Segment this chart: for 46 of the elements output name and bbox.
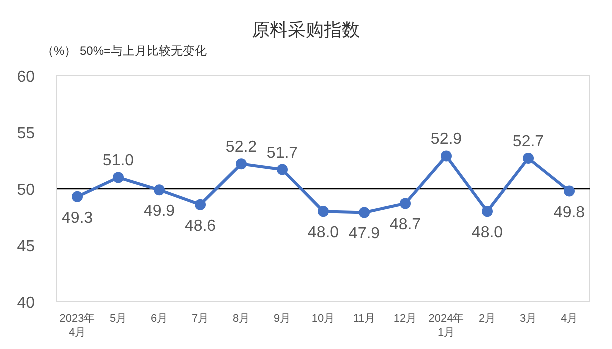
- y-tick-label: 60: [17, 69, 36, 86]
- point: [195, 199, 206, 210]
- point: [564, 186, 575, 197]
- point: [400, 198, 411, 210]
- x-tick-label: 3月: [520, 313, 538, 325]
- point: [72, 191, 83, 202]
- x-tick-label: 10月: [312, 313, 336, 325]
- y-tick-label: 55: [17, 126, 36, 142]
- data-label: 52.9: [430, 131, 462, 148]
- point: [482, 206, 493, 218]
- x-tick-label: 5月: [110, 313, 128, 325]
- y-tick-label: 40: [17, 295, 36, 312]
- data-label: 48.7: [390, 216, 422, 234]
- x-tick-label: 2月: [478, 313, 496, 325]
- data-label: 52.2: [226, 139, 258, 156]
- x-tick-label: 12月: [394, 313, 418, 325]
- x-tick-label: 11月: [353, 313, 376, 325]
- data-label: 48.0: [308, 224, 340, 242]
- data-label: 49.8: [554, 204, 586, 222]
- data-label: 51.7: [266, 144, 298, 162]
- data-label: 52.7: [512, 133, 544, 150]
- point: [523, 152, 534, 164]
- x-tick-label: 7月: [192, 313, 210, 325]
- data-label: 48.6: [184, 218, 216, 235]
- text: （%） 50%=与上月比较无变化: [42, 44, 208, 58]
- data-label: 47.9: [348, 226, 380, 243]
- y-tick-label: 45: [17, 238, 36, 256]
- point: [277, 164, 288, 176]
- point: [359, 207, 370, 218]
- x-tick-label: 2024年 1月: [428, 313, 464, 339]
- point: [236, 158, 247, 170]
- x-tick-label: 8月: [232, 313, 250, 325]
- point: [318, 206, 329, 218]
- chart-title: 原料采购指数: [252, 20, 360, 40]
- data-label: 49.9: [144, 203, 176, 220]
- data-label: 51.0: [102, 152, 134, 170]
- data-label: 49.3: [62, 210, 94, 227]
- point: [441, 150, 452, 162]
- x-tick-label: 6月: [150, 313, 168, 325]
- x-tick-label: 2023年 4月: [60, 313, 96, 339]
- point: [113, 172, 124, 184]
- y-tick-label: 50: [17, 182, 36, 199]
- x-tick-label: 4月: [560, 313, 578, 325]
- point: [154, 184, 165, 196]
- data-label: 48.0: [472, 224, 504, 242]
- x-tick-label: 9月: [274, 313, 292, 325]
